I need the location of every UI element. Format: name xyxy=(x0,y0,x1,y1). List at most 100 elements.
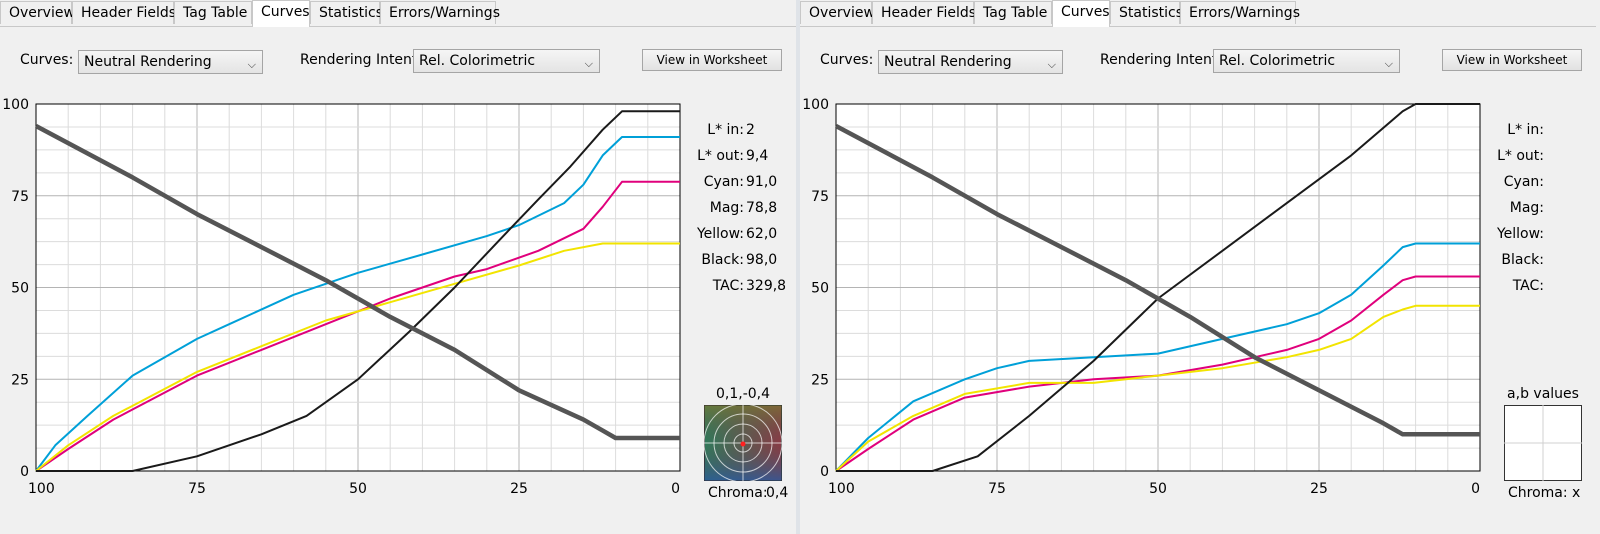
ab-color-target xyxy=(704,405,782,481)
readout-label-yellow: Yellow: xyxy=(696,226,744,242)
readout-label-black: Black: xyxy=(701,252,744,268)
y-tick-label: 50 xyxy=(811,281,829,297)
chevron-down-icon: ⌵ xyxy=(584,57,593,70)
curves-label: Curves: xyxy=(820,52,874,68)
tab-errors-warnings[interactable]: Errors/Warnings xyxy=(380,1,500,24)
x-tick-label: 100 xyxy=(28,481,55,497)
curves-dropdown[interactable]: Neutral Rendering ⌵ xyxy=(878,50,1063,74)
series-line xyxy=(36,110,680,472)
ab-values-title: a,b values xyxy=(1507,386,1579,402)
readout-value-mag: 78,8 xyxy=(746,200,778,216)
readout-label-l-out: L* out: xyxy=(697,148,744,164)
readout-label-mag: Mag: xyxy=(709,200,744,216)
chroma-label: Chroma: xyxy=(708,485,768,501)
ab-point-marker xyxy=(740,441,746,447)
series-line xyxy=(835,275,1480,472)
curves-label: Curves: xyxy=(20,52,74,68)
series-line xyxy=(34,124,680,441)
x-tick-label: 0 xyxy=(671,481,680,497)
readout-label-l-in: L* in: xyxy=(707,122,744,138)
y-tick-label: 0 xyxy=(20,464,29,480)
chroma-value: x xyxy=(1572,485,1581,501)
x-tick-label: 75 xyxy=(988,481,1006,497)
curves-dropdown-value: Neutral Rendering xyxy=(884,54,1012,70)
curves-panel-left: Overview Header Fields Tag Table Curves … xyxy=(0,0,796,534)
chroma-value: 0,4 xyxy=(766,485,789,501)
ab-color-target xyxy=(1504,405,1582,481)
curves-series xyxy=(834,103,1480,472)
x-tick-label: 25 xyxy=(1310,481,1328,497)
rendering-intent-dropdown[interactable]: Rel. Colorimetric ⌵ xyxy=(413,49,600,73)
y-tick-label: 100 xyxy=(2,97,29,113)
tab-errors-warnings[interactable]: Errors/Warnings xyxy=(1180,1,1300,24)
readout-value-black: 98,0 xyxy=(746,252,778,268)
view-in-worksheet-button[interactable]: View in Worksheet xyxy=(1442,49,1582,71)
rendering-intent-value: Rel. Colorimetric xyxy=(1219,53,1336,69)
series-line xyxy=(35,242,680,472)
grid xyxy=(836,104,1480,471)
readout-label-yellow: Yellow: xyxy=(1496,226,1544,242)
tab-overview[interactable]: Overview xyxy=(0,1,75,24)
tab-bar: Overview Header Fields Tag Table Curves … xyxy=(800,0,1596,27)
y-tick-label: 75 xyxy=(811,189,829,205)
tab-statistics[interactable]: Statistics xyxy=(1110,1,1183,24)
rendering-intent-value: Rel. Colorimetric xyxy=(419,53,536,69)
y-tick-label: 25 xyxy=(811,372,829,388)
rendering-intent-label: Rendering Intent: xyxy=(1100,52,1223,68)
y-tick-label: 75 xyxy=(11,189,29,205)
readout-value-tac: 329,8 xyxy=(746,278,787,294)
readout-value-yellow: 62,0 xyxy=(746,226,778,242)
curves-dropdown-value: Neutral Rendering xyxy=(84,54,212,70)
grid xyxy=(36,104,680,471)
tab-curves[interactable]: Curves xyxy=(252,0,310,27)
readout-label-black: Black: xyxy=(1501,252,1544,268)
chevron-down-icon: ⌵ xyxy=(1384,57,1393,70)
ab-values-title: 0,1,-0,4 xyxy=(715,386,771,402)
tab-bar: Overview Header Fields Tag Table Curves … xyxy=(0,0,796,27)
y-tick-label: 50 xyxy=(11,281,29,297)
tab-statistics[interactable]: Statistics xyxy=(310,1,383,24)
plot-frame xyxy=(35,103,681,472)
rendering-intent-label: Rendering Intent: xyxy=(300,52,423,68)
x-tick-label: 50 xyxy=(349,481,367,497)
readout-label-l-in: L* in: xyxy=(1507,122,1544,138)
series-line xyxy=(834,124,1480,437)
x-tick-label: 25 xyxy=(510,481,528,497)
series-line xyxy=(835,242,1480,472)
tab-overview[interactable]: Overview xyxy=(800,1,875,24)
chevron-down-icon: ⌵ xyxy=(1047,58,1056,71)
curves-series xyxy=(34,110,680,472)
tab-header-fields[interactable]: Header Fields xyxy=(72,1,176,24)
x-tick-label: 50 xyxy=(1149,481,1167,497)
series-line xyxy=(35,136,680,472)
x-tick-label: 100 xyxy=(828,481,855,497)
chroma-label: Chroma: xyxy=(1508,485,1568,501)
view-in-worksheet-button[interactable]: View in Worksheet xyxy=(642,49,782,71)
tab-tag-table[interactable]: Tag Table xyxy=(974,1,1052,24)
readout-value-cyan: 91,0 xyxy=(746,174,778,190)
readout-value-l-in: 2 xyxy=(746,122,755,138)
y-tick-label: 25 xyxy=(11,372,29,388)
plot-frame xyxy=(835,103,1481,472)
tab-curves[interactable]: Curves xyxy=(1052,0,1110,27)
tab-header-fields[interactable]: Header Fields xyxy=(872,1,976,24)
series-line xyxy=(835,304,1480,472)
series-line xyxy=(35,180,680,472)
series-line xyxy=(836,103,1480,472)
y-tick-label: 0 xyxy=(820,464,829,480)
x-tick-label: 0 xyxy=(1471,481,1480,497)
curves-panel-right: Overview Header Fields Tag Table Curves … xyxy=(800,0,1596,534)
readout-label-tac: TAC: xyxy=(712,278,744,294)
rendering-intent-dropdown[interactable]: Rel. Colorimetric ⌵ xyxy=(1213,49,1400,73)
x-tick-label: 75 xyxy=(188,481,206,497)
y-tick-label: 100 xyxy=(802,97,829,113)
chevron-down-icon: ⌵ xyxy=(247,58,256,71)
tab-tag-table[interactable]: Tag Table xyxy=(174,1,252,24)
readout-label-l-out: L* out: xyxy=(1497,148,1544,164)
readout-value-l-out: 9,4 xyxy=(746,148,769,164)
readout-label-mag: Mag: xyxy=(1509,200,1544,216)
curves-dropdown[interactable]: Neutral Rendering ⌵ xyxy=(78,50,263,74)
readout-label-cyan: Cyan: xyxy=(1503,174,1544,190)
